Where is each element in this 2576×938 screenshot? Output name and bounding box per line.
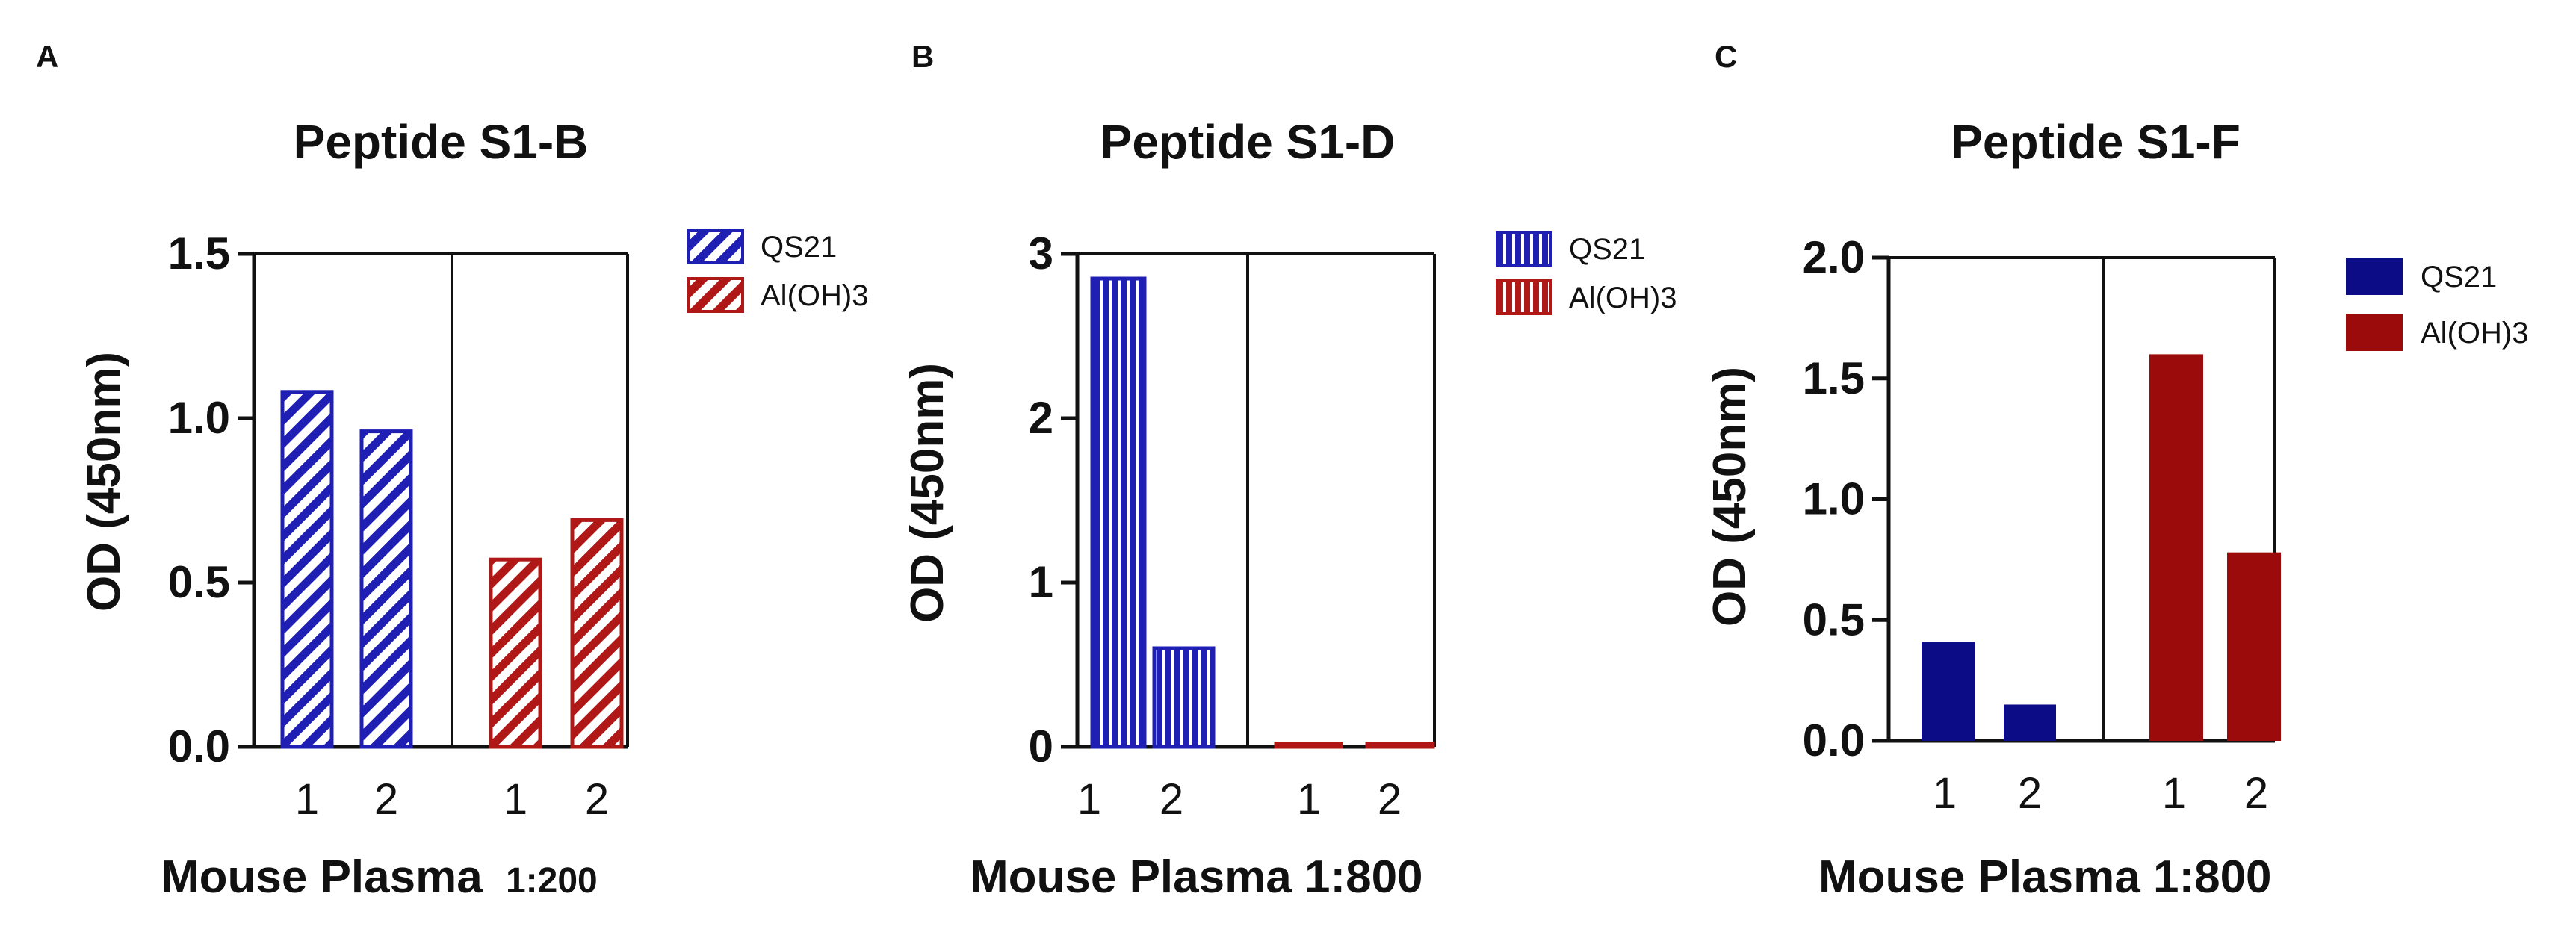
bar-qs21-1: [1922, 642, 1975, 741]
bar-al-oh-3-2: [2227, 552, 2281, 741]
bar-qs21-1: [1090, 276, 1147, 749]
y-tick-label: 1.0: [168, 393, 230, 443]
x-tick-label: 2: [374, 775, 398, 824]
y-axis-label: OD (450nm): [902, 363, 953, 623]
chart-title: Peptide S1-D: [1100, 115, 1396, 169]
plot-area: 0.0 0.5 1.0 1.5 2.0 1 2 1 2: [1803, 232, 2281, 818]
plot-area: 0.0 0.5 1.0 1.5 1 2 1 2: [168, 229, 629, 824]
y-tick-label: 1.0: [1803, 474, 1865, 524]
y-tick-label: 1: [1029, 557, 1053, 607]
x-tick-label: 2: [2244, 769, 2268, 818]
bar-al-oh-3-1: [489, 557, 542, 749]
dilution-label: 1:200: [506, 861, 598, 901]
x-tick-label: 1: [1933, 769, 1957, 818]
y-tick-label: 2.0: [1803, 232, 1865, 282]
legend-label: QS21: [1569, 233, 1645, 266]
bar-al-oh-3-2: [570, 518, 624, 749]
x-tick-label: 2: [585, 775, 609, 824]
legend-label: Al(OH)3: [1569, 282, 1676, 314]
x-axis-label: Mouse Plasma 1:800: [970, 851, 1423, 903]
legend-swatch: [687, 277, 744, 313]
bar-al-oh-3-2: [1365, 742, 1435, 749]
y-tick-label: 0.0: [1803, 715, 1865, 765]
panel-letter: B: [911, 39, 934, 74]
x-axis-label: Mouse Plasma 1:200: [161, 851, 598, 903]
legend: QS21 Al(OH)3: [687, 229, 868, 313]
legend: QS21 Al(OH)3: [1496, 231, 1676, 315]
y-tick-label: 0.5: [1803, 594, 1865, 645]
bar-qs21-2: [1152, 646, 1216, 749]
legend-label: QS21: [761, 231, 837, 264]
x-tick-label: 2: [1159, 775, 1183, 824]
x-axis-label-main: Mouse Plasma: [161, 851, 483, 903]
bar-qs21-2: [2004, 704, 2056, 741]
x-tick-label: 2: [1378, 775, 1402, 824]
chart-title: Peptide S1-B: [294, 115, 589, 169]
y-axis-label: OD (450nm): [78, 352, 130, 612]
panel-b: B Peptide S1-D OD (450nm) Mouse Plasma 1…: [902, 39, 1676, 903]
y-tick-label: 1.5: [1803, 353, 1865, 403]
legend-swatch: [1496, 279, 1552, 315]
legend-swatch: [687, 229, 744, 264]
bar-qs21-2: [359, 429, 413, 749]
x-tick-label: 1: [1077, 775, 1101, 824]
y-tick-label: 3: [1029, 229, 1053, 279]
bar-al-oh-3-1: [1274, 742, 1343, 749]
legend-label: QS21: [2421, 261, 2497, 293]
y-tick-label: 0: [1029, 721, 1053, 771]
x-axis-label: Mouse Plasma 1:800: [1818, 851, 2272, 903]
x-tick-label: 1: [1297, 775, 1321, 824]
x-tick-label: 1: [295, 775, 319, 824]
panel-letter: C: [1715, 39, 1737, 74]
legend: QS21 Al(OH)3: [2346, 258, 2528, 351]
chart-title: Peptide S1-F: [1951, 115, 2241, 169]
legend-swatch: [1496, 231, 1552, 267]
legend-swatch: [2346, 258, 2403, 295]
panel-c: C Peptide S1-F OD (450nm) Mouse Plasma 1…: [1704, 39, 2528, 903]
y-tick-label: 1.5: [168, 229, 230, 279]
bar-qs21-1: [280, 390, 334, 749]
panel-a: A Peptide S1-B OD (450nm) Mouse Plasma 1…: [36, 39, 868, 903]
x-tick-label: 2: [2018, 769, 2042, 818]
y-tick-label: 2: [1029, 393, 1053, 443]
x-tick-label: 1: [2162, 769, 2186, 818]
bar-al-oh-3-1: [2149, 354, 2203, 741]
panel-letter: A: [36, 39, 58, 74]
legend-swatch: [2346, 314, 2403, 351]
y-tick-label: 0.5: [168, 557, 230, 607]
y-axis-label: OD (450nm): [1704, 367, 1756, 627]
y-tick-label: 0.0: [168, 721, 230, 771]
legend-label: Al(OH)3: [761, 279, 868, 312]
x-tick-label: 1: [504, 775, 527, 824]
legend-label: Al(OH)3: [2421, 317, 2528, 350]
